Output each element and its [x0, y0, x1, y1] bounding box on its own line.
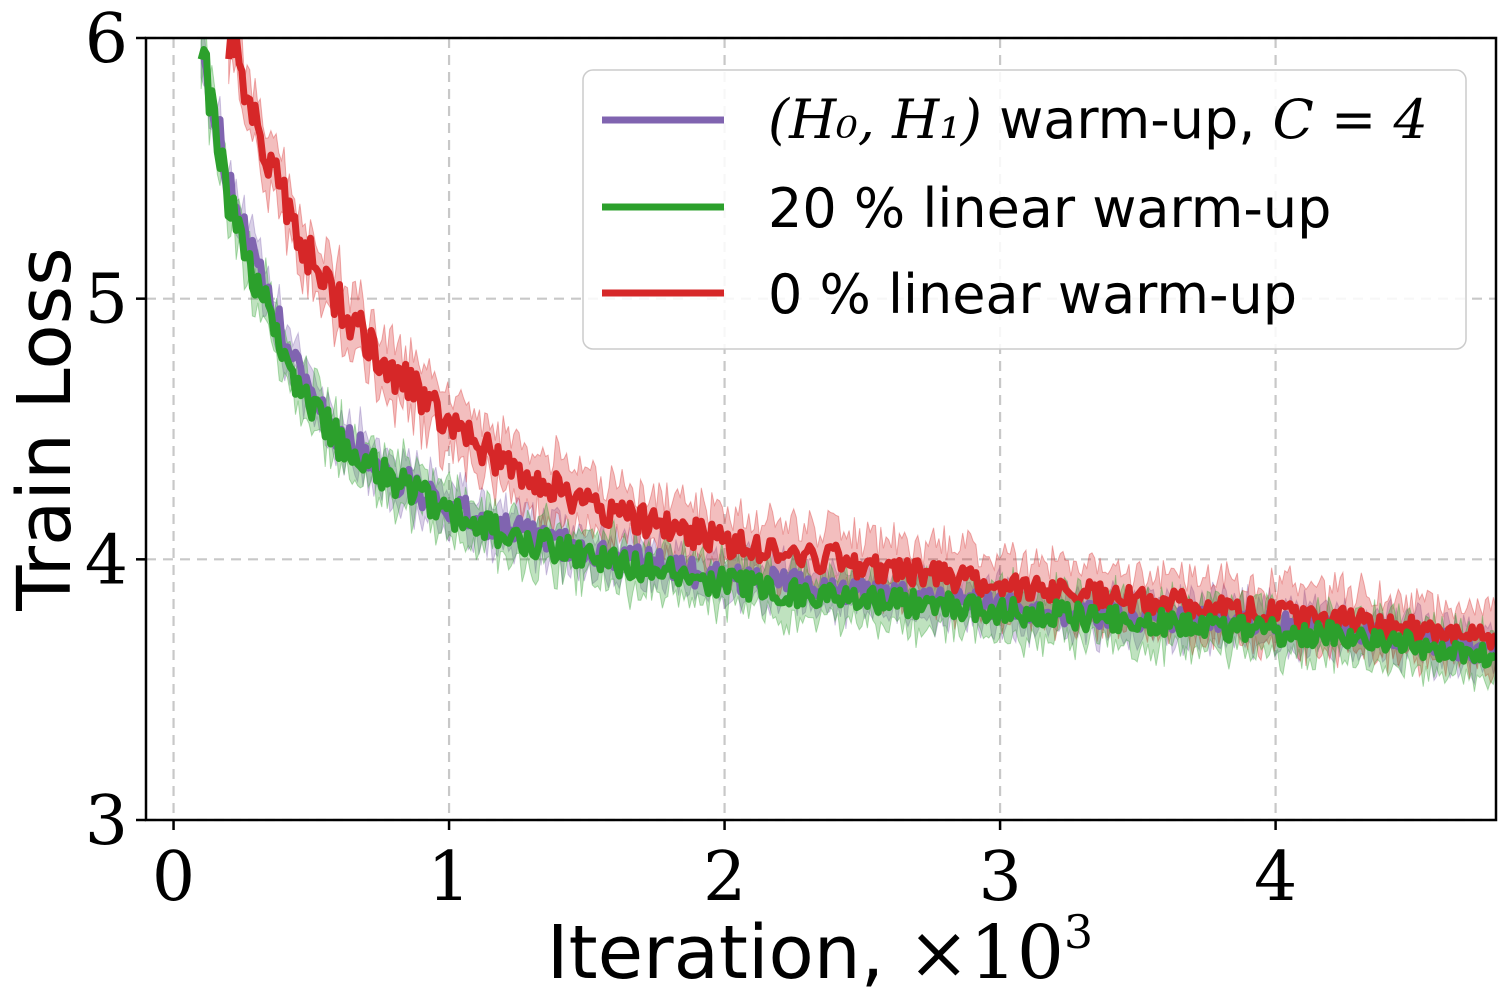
y-tick-label: 4	[85, 521, 128, 600]
legend-math-suffix: C = 4	[1273, 88, 1428, 151]
legend-text: warm-up,	[982, 88, 1273, 151]
x-tick-label: 0	[152, 838, 195, 917]
legend-label-series-2: 20 % linear warm-up	[768, 177, 1331, 240]
legend-label-series-1: (H₀, H₁) warm-up, C = 4	[768, 88, 1428, 151]
legend: (H₀, H₁) warm-up, C = 4 20 % linear warm…	[582, 69, 1467, 350]
x-axis-label-text: Iteration,	[547, 910, 908, 996]
y-tick-label: 3	[85, 782, 128, 861]
series-2-line	[197, 46, 1496, 669]
plot-frame	[144, 36, 1498, 822]
legend-math-prefix: (H₀, H₁)	[768, 88, 982, 151]
x-axis-label: Iteration, ×103	[547, 905, 1093, 996]
x-tick-label: 1	[427, 838, 470, 917]
series-layer	[197, 38, 1496, 692]
axis-ticks: 0 1 2 3 4 3 4 5 6	[85, 0, 1297, 917]
x-tick-label: 4	[1254, 838, 1297, 917]
series-3-line	[225, 38, 1496, 651]
y-axis-label: Train Loss	[2, 247, 88, 611]
x-axis-label-math: ×10	[908, 910, 1064, 996]
legend-label-series-3: 0 % linear warm-up	[768, 263, 1297, 326]
legend-box	[582, 69, 1467, 350]
x-axis-label-exponent: 3	[1064, 905, 1093, 959]
x-tick-label: 2	[703, 838, 746, 917]
y-tick-label: 6	[85, 0, 128, 79]
x-tick-label: 3	[978, 838, 1021, 917]
y-tick-label: 5	[85, 261, 128, 340]
